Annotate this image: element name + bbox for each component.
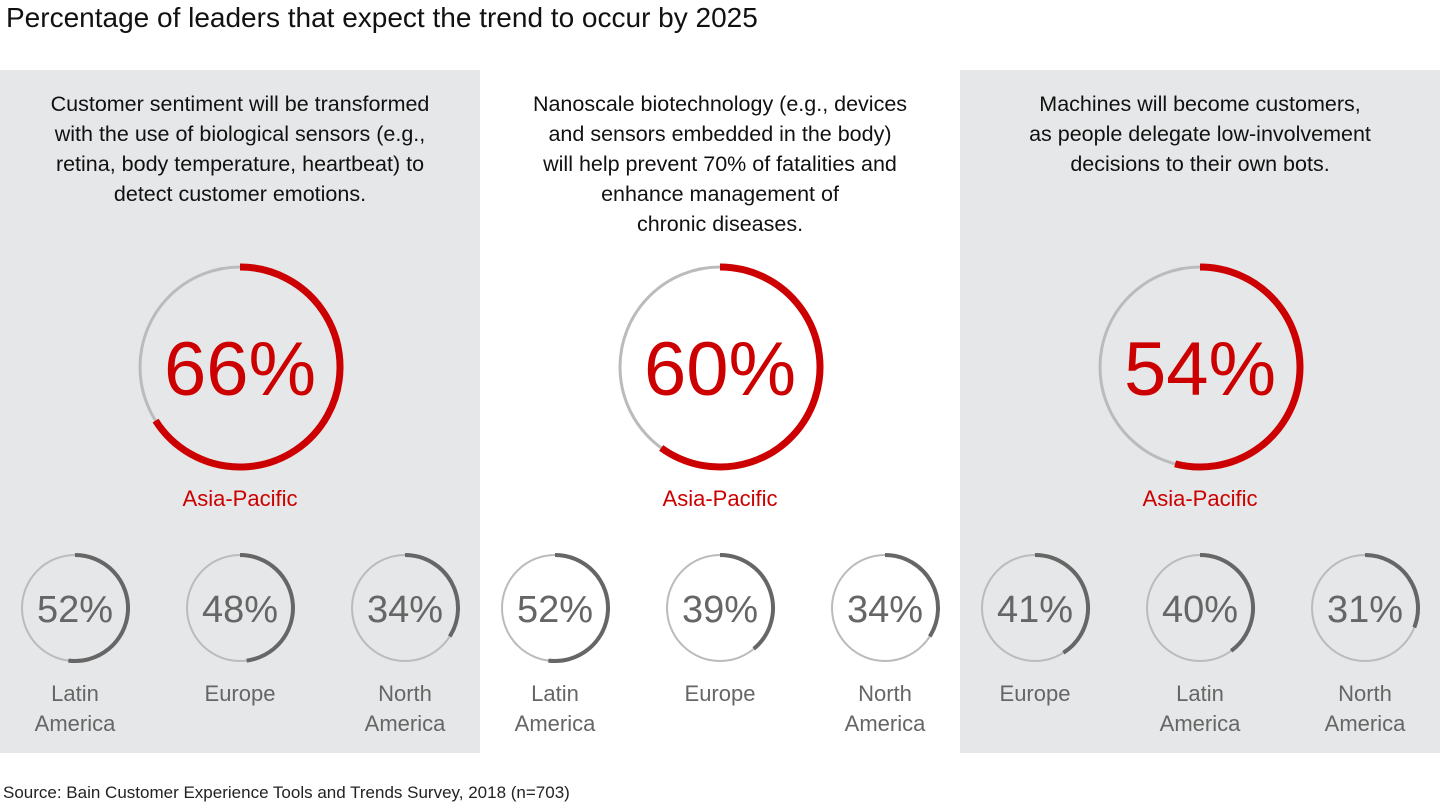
region-name-label: America — [1325, 711, 1406, 736]
region-name-label: North — [1338, 681, 1392, 706]
region-name-label: America — [515, 711, 596, 736]
region-donut-arc — [884, 553, 940, 638]
description-line: enhance management of — [601, 182, 839, 206]
panel-3: Machines will become customers, as people… — [960, 70, 1440, 753]
donut-group: 54% Asia-Pacific 41% Europe 40% Latin America 3… — [981, 263, 1420, 736]
region-name-label: Europe — [205, 681, 276, 706]
description-line: retina, body temperature, heartbeat) to — [55, 152, 425, 176]
region-value-label: 39% — [682, 589, 758, 631]
description-line: and sensors embedded in the body) — [548, 122, 892, 146]
panel-1: Customer sentiment will be transformed wi… — [0, 70, 480, 753]
region-name-label: North — [858, 681, 912, 706]
description-line: with the use of biological sensors (e.g.… — [54, 122, 426, 146]
region-name-label: America — [365, 711, 446, 736]
region-donut-arc — [404, 553, 460, 638]
description-line: as people delegate low-involvement — [1029, 122, 1371, 146]
region-value-label: 34% — [367, 589, 443, 631]
region-name-label: Europe — [685, 681, 756, 706]
region-name-label: America — [35, 711, 116, 736]
region-value-label: 34% — [847, 589, 923, 631]
main-value-label: 66% — [164, 327, 316, 412]
region-name-label: Europe — [1000, 681, 1071, 706]
region-name-label: America — [845, 711, 926, 736]
region-donut-arc — [1364, 553, 1420, 629]
chart-title: Percentage of leaders that expect the tr… — [6, 2, 758, 33]
region-name-label: Latin — [51, 681, 99, 706]
region-value-label: 31% — [1327, 589, 1403, 631]
main-donut-arc — [152, 263, 344, 471]
region-value-label: 52% — [517, 589, 593, 631]
main-value-label: 60% — [644, 327, 796, 412]
donut-group: 66% Asia-Pacific 52% Latin America 48% Europe 3… — [21, 263, 460, 736]
region-value-label: 48% — [202, 589, 278, 631]
donut-group: 60% Asia-Pacific 52% Latin America 39% Europe 3… — [501, 263, 940, 736]
description-line: Customer sentiment will be transformed — [50, 92, 430, 116]
description-line: decisions to their own bots. — [1070, 152, 1330, 176]
main-value-label: 54% — [1124, 327, 1276, 412]
region-name-label: Latin — [531, 681, 579, 706]
region-donut-arc — [239, 553, 295, 663]
region-donut-arc — [1034, 553, 1090, 655]
region-donut-arc — [1199, 553, 1255, 653]
region-donut-arc — [719, 553, 775, 651]
description-line: Nanoscale biotechnology (e.g., devices — [532, 92, 908, 116]
description-line: will help prevent 70% of fatalities and — [543, 152, 897, 176]
description-line: detect customer emotions. — [113, 182, 367, 206]
description-line: Machines will become customers, — [1039, 92, 1361, 116]
source-note: Source: Bain Customer Experience Tools a… — [3, 783, 570, 802]
panel-2: Nanoscale biotechnology (e.g., devices an… — [480, 70, 960, 753]
region-donut-arc — [68, 553, 131, 663]
main-region-label: Asia-Pacific — [1143, 486, 1258, 511]
main-region-label: Asia-Pacific — [663, 486, 778, 511]
main-donut-arc — [659, 263, 824, 471]
main-donut-arc — [1174, 263, 1304, 471]
region-value-label: 40% — [1162, 589, 1238, 631]
region-name-label: America — [1160, 711, 1241, 736]
region-donut-arc — [548, 553, 611, 663]
panel-description: Nanoscale biotechnology (e.g., devices an… — [480, 89, 960, 239]
panel-description: Customer sentiment will be transformed wi… — [0, 89, 480, 209]
region-name-label: North — [378, 681, 432, 706]
main-region-label: Asia-Pacific — [183, 486, 298, 511]
panel-description: Machines will become customers, as people… — [960, 89, 1440, 179]
description-line: chronic diseases. — [636, 212, 804, 236]
region-value-label: 41% — [997, 589, 1073, 631]
region-value-label: 52% — [37, 589, 113, 631]
region-name-label: Latin — [1176, 681, 1224, 706]
